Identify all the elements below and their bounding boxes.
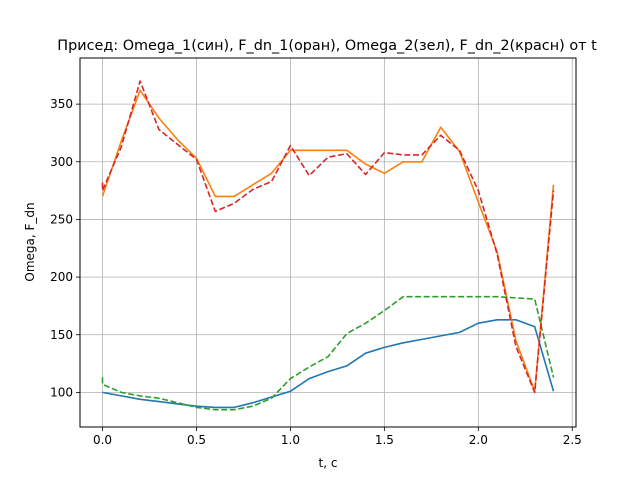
series-group <box>101 80 555 411</box>
y-tick-label: 250 <box>50 212 73 226</box>
y-tick-label: 200 <box>50 270 73 284</box>
x-axis-label: t, c <box>319 456 338 470</box>
plot-frame <box>79 57 577 428</box>
y-axis-label: Omega, F_dn <box>23 202 37 281</box>
y-tick-label: 300 <box>50 155 73 169</box>
series-line-1 <box>102 318 555 409</box>
x-tick-label: 0.0 <box>93 433 112 447</box>
y-tick-label: 100 <box>50 385 73 399</box>
x-tick-label: 1.5 <box>375 433 394 447</box>
series-line-4 <box>101 80 555 394</box>
x-tick-label: 2.0 <box>469 433 488 447</box>
x-axis: 0.0 0.5 1.0 1.5 2.0 2.5 <box>93 427 582 447</box>
y-axis: 100 150 200 250 300 350 <box>50 97 80 399</box>
series-line-2 <box>101 89 555 393</box>
x-tick-label: 2.5 <box>563 433 582 447</box>
x-tick-label: 1.0 <box>281 433 300 447</box>
y-tick-label: 350 <box>50 97 73 111</box>
x-tick-label: 0.5 <box>187 433 206 447</box>
grid-lines <box>80 58 576 427</box>
series-line-3 <box>101 295 555 411</box>
chart-title: Присед: Omega_1(син), F_dn_1(оран), Omeg… <box>57 38 597 54</box>
y-tick-label: 150 <box>50 328 73 342</box>
